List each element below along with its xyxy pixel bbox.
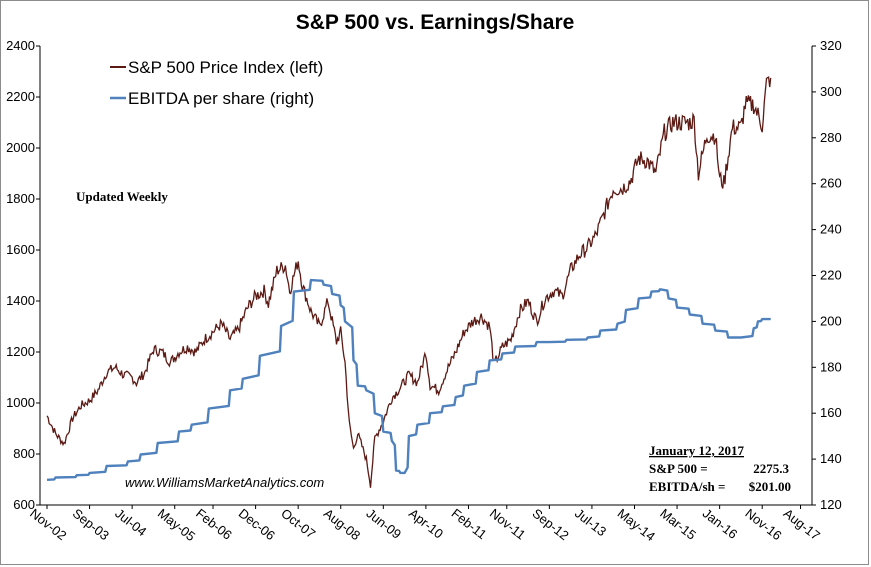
right-tick-label: 320	[820, 38, 842, 53]
right-tick-label: 200	[820, 313, 842, 328]
right-tick-label: 260	[820, 176, 842, 191]
right-tick-label: 140	[820, 451, 842, 466]
updated-weekly-note: Updated Weekly	[76, 189, 168, 204]
series-line-sp500	[46, 76, 772, 488]
stats-sp500-value: 2275.3	[753, 461, 789, 476]
x-tick-label: Aug-08	[321, 506, 363, 544]
legend-label-sp500: S&P 500 Price Index (left)	[128, 58, 323, 77]
x-tick-label: Feb-06	[193, 506, 235, 543]
left-tick-label: 1000	[6, 395, 35, 410]
x-tick-label: Dec-06	[236, 506, 278, 544]
x-tick-label: Sep-12	[530, 506, 572, 544]
stats-date: January 12, 2017	[649, 443, 744, 458]
legend: S&P 500 Price Index (left) EBITDA per sh…	[110, 58, 323, 108]
chart-title: S&P 500 vs. Earnings/Share	[296, 11, 575, 34]
x-tick-label: Jan-16	[700, 506, 741, 542]
x-tick-label: Jul-13	[572, 506, 609, 540]
x-tick-label: Jun-09	[363, 506, 404, 542]
website-annotation: www.WilliamsMarketAnalytics.com	[125, 475, 324, 490]
right-tick-label: 180	[820, 359, 842, 374]
x-tick-label: Nov-02	[27, 506, 69, 544]
x-tick-label: May-05	[155, 506, 198, 545]
legend-label-ebitda: EBITDA per share (right)	[128, 89, 314, 108]
right-tick-label: 120	[820, 497, 842, 512]
stats-ebitda-value: $201.00	[749, 479, 791, 494]
left-tick-label: 1600	[6, 242, 35, 257]
left-tick-label: 1200	[6, 344, 35, 359]
x-tick-label: Nov-11	[487, 506, 529, 543]
left-tick-label: 1400	[6, 293, 35, 308]
right-tick-label: 300	[820, 84, 842, 99]
stats-sp500-label: S&P 500 =	[649, 461, 708, 476]
left-tick-label: 600	[13, 497, 35, 512]
left-tick-label: 800	[13, 446, 35, 461]
right-tick-label: 280	[820, 130, 842, 145]
x-tick-label: Apr-10	[406, 506, 446, 542]
right-tick-label: 240	[820, 222, 842, 237]
x-tick-label: Mar-15	[657, 506, 699, 543]
x-tick-label: Jul-04	[112, 506, 149, 540]
x-tick-label: Feb-11	[449, 506, 490, 543]
x-tick-label: Oct-07	[278, 506, 318, 542]
x-tick-label: May-14	[615, 506, 658, 545]
x-tick-label: Sep-03	[70, 506, 112, 544]
left-tick-label: 2400	[6, 38, 35, 53]
left-tick-label: 1800	[6, 191, 35, 206]
series-group	[46, 76, 772, 488]
axes-group: 600 800 1000 1200 1400 1600 1800 2000 2200 2400 12…	[6, 38, 842, 544]
x-tick-label: Nov-16	[742, 506, 784, 544]
right-tick-label: 160	[820, 405, 842, 420]
right-tick-label: 220	[820, 268, 842, 283]
left-tick-label: 2000	[6, 140, 35, 155]
stats-ebitda-label: EBITDA/sh =	[649, 479, 725, 494]
left-tick-label: 2200	[6, 89, 35, 104]
x-tick-label: Aug-17	[781, 506, 823, 544]
series-line-ebitda	[46, 278, 771, 481]
stats-box: January 12, 2017 S&P 500 = 2275.3 EBITDA…	[649, 443, 791, 494]
